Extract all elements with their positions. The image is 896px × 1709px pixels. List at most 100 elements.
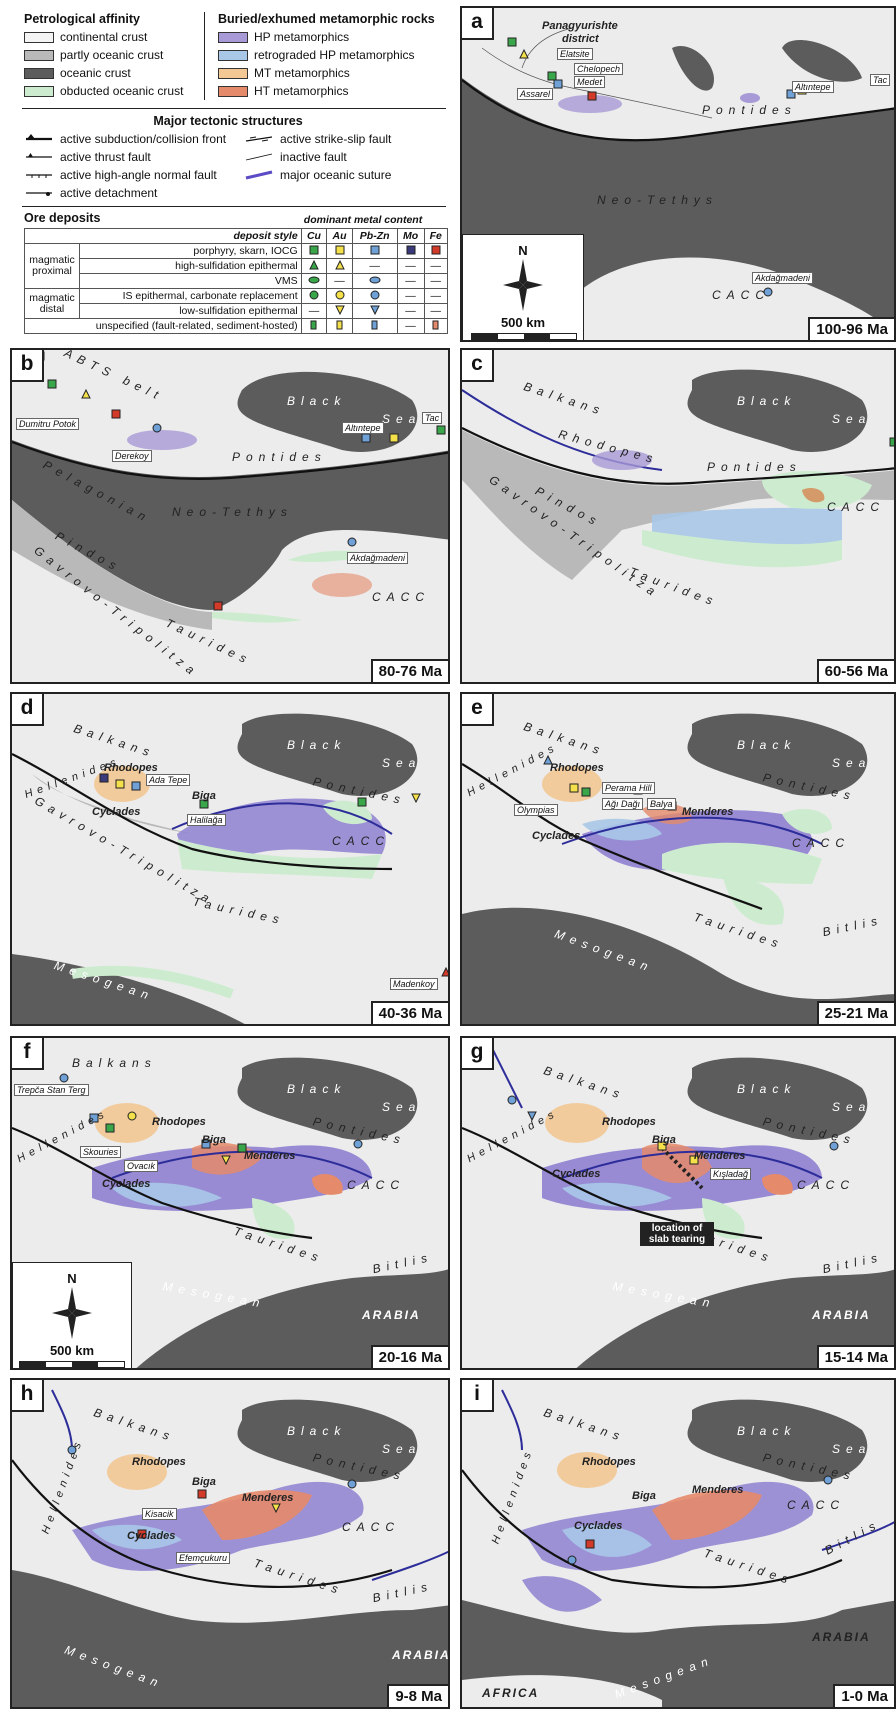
place-rhodopes: Rhodopes (152, 1116, 206, 1128)
loc-kisacik: Kisacik (142, 1508, 177, 1520)
place-cacc: CACC (827, 500, 886, 514)
legend-item-oceanic: oceanic crust (24, 66, 131, 80)
map-panel-h: h 9-8 Ma Balkans Black Sea Hellenides Rh… (10, 1378, 450, 1709)
au-is-icon (335, 290, 345, 299)
place-menderes: Menderes (692, 1484, 744, 1496)
au-hs-icon (334, 259, 345, 269)
loc-olympias: Olympias (514, 804, 558, 816)
map-panel-b: b 80-76 Ma ABTS belt Black Sea Pontides … (10, 348, 450, 684)
place-sea: Sea (832, 1442, 872, 1456)
place-menderes: Menderes (682, 806, 734, 818)
loc-halilaga: Halilağa (187, 814, 226, 826)
place-biga: Biga (192, 1476, 216, 1488)
place-sea: Sea (382, 1100, 422, 1114)
place-sea: Sea (382, 756, 422, 770)
legend-ore-title: Ore deposits (24, 211, 101, 225)
place-black: Black (287, 1082, 347, 1096)
panel-d-label: d (12, 694, 44, 726)
detachment-symbol (26, 192, 52, 196)
place-district: district (562, 33, 599, 45)
panel-f-age: 20-16 Ma (370, 1345, 448, 1368)
panel-b-label: b (12, 350, 44, 382)
place-menderes: Menderes (242, 1492, 294, 1504)
place-black: Black (737, 394, 797, 408)
loc-dumitru-potok: Dumitru Potok (16, 418, 80, 430)
panel-h-age: 9-8 Ma (387, 1684, 448, 1707)
place-pontides: Pontides (707, 460, 802, 474)
north-arrow-icon (52, 1287, 92, 1339)
legend-item-detachment: active detachment (24, 186, 157, 200)
panel-i-label: i (462, 1380, 494, 1412)
panel-b-age: 80-76 Ma (370, 659, 448, 682)
cu-unspec-icon (310, 320, 317, 329)
loc-trepca: Trepča Stan Terg (14, 1084, 89, 1096)
place-cacc: CACC (342, 1520, 401, 1534)
place-cacc: CACC (347, 1178, 406, 1192)
panel-i-age: 1-0 Ma (833, 1684, 894, 1707)
ore-style: porphyry, skarn, IOCG (79, 243, 302, 259)
place-rhodopes: Rhodopes (550, 762, 604, 774)
panel-c-label: c (462, 350, 494, 382)
place-arabia: ARABIA (362, 1308, 421, 1322)
fe-porphyry-icon (431, 245, 441, 254)
legend-item-partly-oceanic: partly oceanic crust (24, 48, 163, 62)
map-panel-d: d 40-36 Ma Balkans Black Sea Rhodopes He… (10, 692, 450, 1026)
place-cyclades: Cyclades (574, 1520, 623, 1532)
place-menderes: Menderes (244, 1150, 296, 1162)
au-unspec-icon (336, 320, 343, 329)
legend-item-continental: continental crust (24, 30, 147, 44)
strike-slip-symbol (245, 136, 273, 142)
place-menderes: Menderes (694, 1150, 746, 1162)
cu-vms-icon (308, 276, 320, 283)
legend-item-mt: MT metamorphics (218, 66, 350, 80)
place-cyclades: Cyclades (127, 1530, 176, 1542)
loc-madenkoy: Madenkoy (390, 978, 438, 990)
place-black: Black (737, 1424, 797, 1438)
place-africa: AFRICA (482, 1686, 540, 1700)
panel-e-age: 25-21 Ma (816, 1001, 894, 1024)
place-black: Black (287, 738, 347, 752)
legend-item-hp: HP metamorphics (218, 30, 349, 44)
north-arrow-icon (503, 259, 543, 311)
legend-item-thrust: active thrust fault (24, 150, 151, 164)
scale-label: 500 km (500, 315, 546, 330)
place-sea: Sea (832, 756, 872, 770)
scale-bar (19, 1361, 125, 1368)
panel-g-label: g (462, 1038, 494, 1070)
loc-perama-hill: Perama Hill (602, 782, 655, 794)
panel-e-label: e (462, 694, 494, 726)
place-sea: Sea (382, 1442, 422, 1456)
place-neo-tethys: Neo-Tethys (172, 505, 293, 519)
panel-a-age: 100-96 Ma (808, 317, 894, 340)
loc-ovacik: Ovacık (124, 1160, 159, 1172)
loc-assarel: Assarel (517, 88, 554, 100)
legend-meta-title: Buried/exhumed metamorphic rocks (218, 12, 435, 26)
loc-chelopech: Chelopech (574, 63, 624, 75)
place-cacc: CACC (797, 1178, 856, 1192)
place-arabia: ARABIA (812, 1308, 871, 1322)
panel-c-age: 60-56 Ma (816, 659, 894, 682)
loc-elatsite: Elatsite (557, 48, 593, 60)
legend-item-ht: HT metamorphics (218, 84, 348, 98)
scale-label: 500 km (49, 1343, 95, 1358)
loc-medet: Medet (574, 76, 606, 88)
place-cyclades: Cyclades (102, 1178, 151, 1190)
place-panagyurishte: Panagyurishte (542, 20, 618, 32)
place-cyclades: Cyclades (92, 806, 141, 818)
place-cyclades: Cyclades (552, 1168, 601, 1180)
scale-box-a: N 500 km (462, 234, 584, 340)
scale-box-f: N 500 km (12, 1262, 132, 1368)
slab-tearing-callout: location of slab tearing (640, 1222, 714, 1246)
cu-porphyry-icon (309, 245, 319, 254)
inactive-fault-symbol (245, 153, 273, 161)
panel-a-label: a (462, 8, 494, 40)
legend-petro-title: Petrological affinity (24, 12, 140, 26)
place-cacc: CACC (787, 1498, 846, 1512)
map-panel-f: f 20-16 Ma Balkans Black Sea Hellenides … (10, 1036, 450, 1370)
place-sea: Sea (382, 412, 422, 426)
pbzn-ls-icon (369, 305, 380, 315)
place-cacc: CACC (332, 834, 391, 848)
place-biga: Biga (652, 1134, 676, 1146)
place-arabia: ARABIA (392, 1648, 450, 1662)
legend-ore-header: dominant metal content (303, 214, 423, 226)
